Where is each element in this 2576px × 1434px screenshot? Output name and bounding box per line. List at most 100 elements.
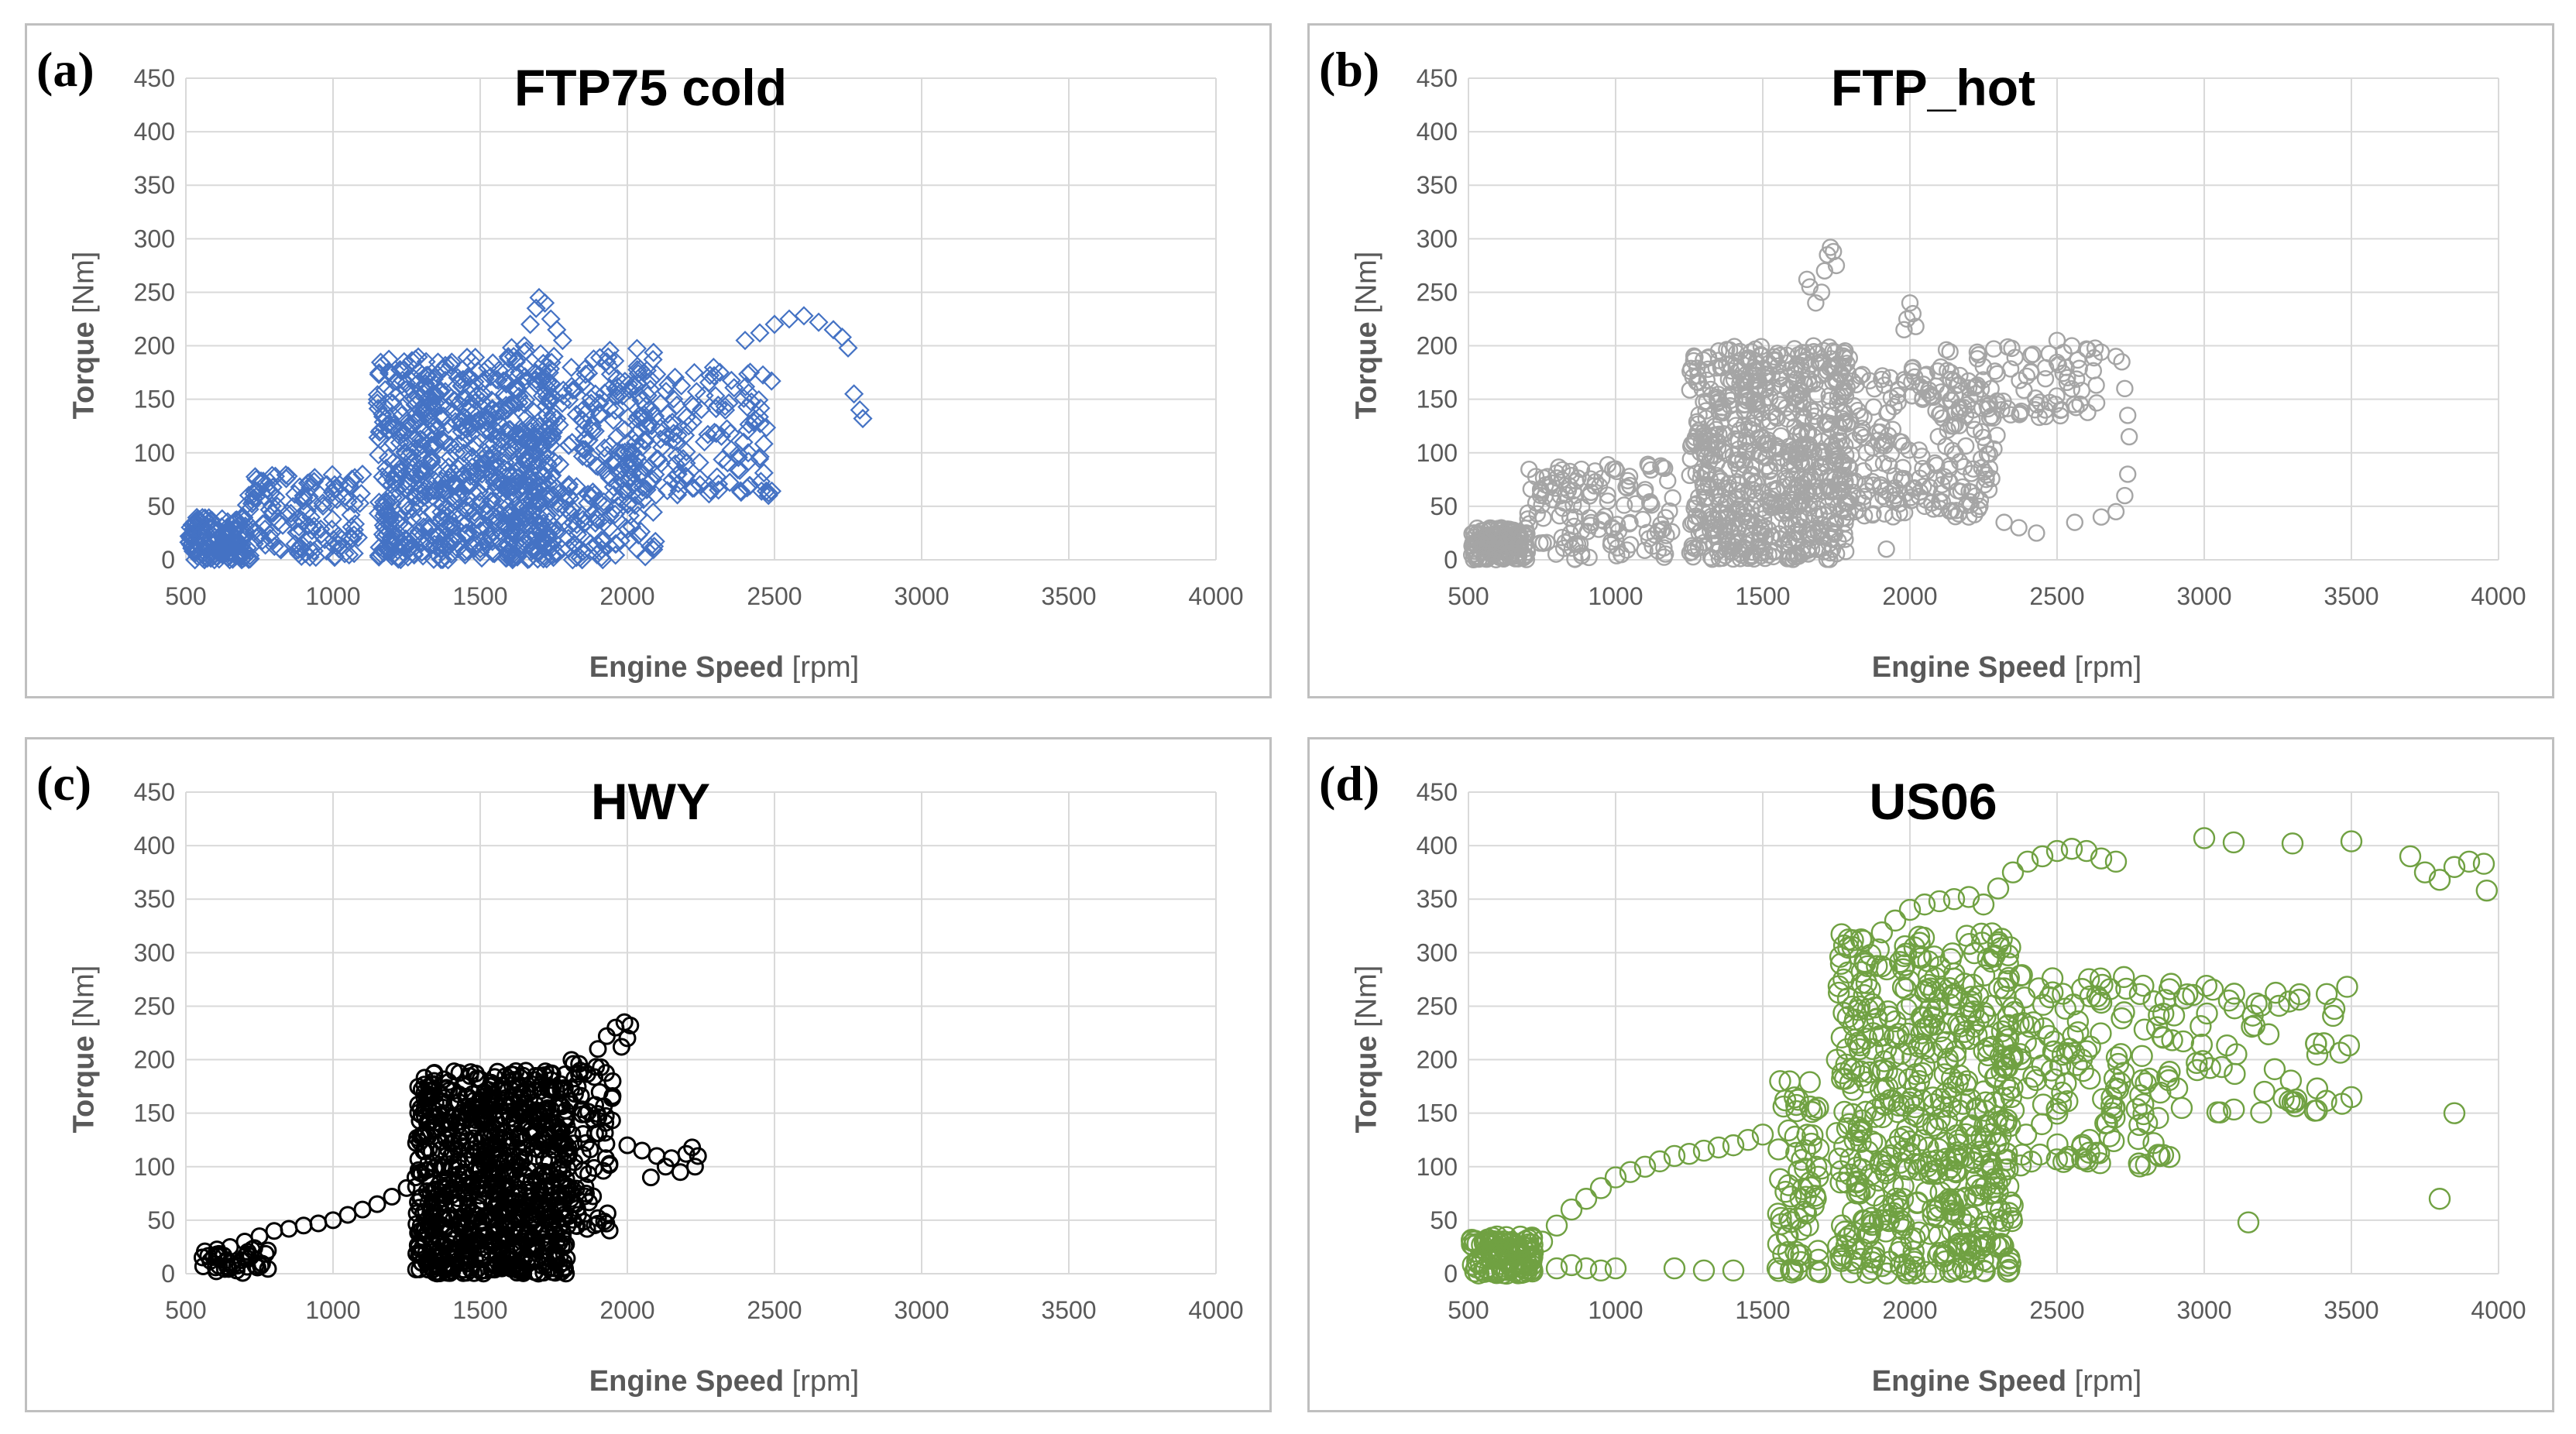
data-point [270,538,290,558]
data-point [709,362,730,383]
data-point [644,342,664,362]
data-point [524,465,544,485]
data-point [1941,472,1959,491]
data-point [1785,1100,1808,1123]
data-point [1829,475,1847,492]
y-axis-label-text: Torque [67,1035,101,1134]
data-point [503,485,523,505]
data-point [606,533,627,554]
data-point [368,399,388,419]
data-point [721,370,741,390]
data-point [490,475,510,495]
y-tick-label: 150 [1417,386,1458,413]
data-point [428,1192,446,1211]
x-tick-label: 4000 [2471,582,2526,610]
data-point [1774,1181,1797,1203]
data-point [1868,1209,1891,1231]
data-point [635,547,655,567]
data-point [509,499,529,519]
data-point [1497,1233,1520,1256]
scatter-series [1462,238,2138,568]
data-point [1708,467,1726,485]
data-point [1921,1041,1944,1064]
data-point [2054,364,2072,383]
data-point [192,508,212,528]
data-point [1963,465,1980,482]
data-point [1726,430,1744,448]
data-point [1925,1199,1949,1222]
data-point [406,464,426,484]
data-point [290,537,311,557]
data-point [1804,1099,1827,1121]
data-point [1846,472,1864,490]
y-tick-label: 350 [1417,171,1458,199]
data-point [1973,458,1990,477]
y-tick-label: 0 [161,1260,175,1288]
data-point [2032,1093,2055,1116]
data-point [2128,1113,2151,1137]
data-point [2002,1099,2025,1122]
data-point [1799,453,1817,472]
data-point [1902,1103,1925,1127]
x-tick-label: 1000 [1588,582,1643,610]
data-point [627,338,647,358]
data-point [2285,1088,2308,1111]
data-point [2045,1098,2068,1120]
data-point [1770,1213,1793,1236]
data-point [300,472,320,492]
data-point [509,386,529,407]
data-point [447,505,467,525]
data-point [1903,386,1922,405]
data-point [607,442,627,462]
data-point [517,407,537,427]
data-point [273,515,293,535]
x-axis-label: Engine Speed [rpm] [589,1365,859,1398]
data-point [1993,401,2011,419]
data-point [2022,1065,2045,1088]
data-point [853,408,873,429]
data-point [2056,1041,2078,1065]
data-point [1971,497,1989,516]
data-point [547,320,567,340]
data-point [382,364,403,384]
data-point [421,1103,440,1122]
data-point [613,386,633,406]
data-point [2028,524,2045,542]
x-axis-unit: [rpm] [792,1365,860,1398]
data-point [617,520,637,540]
data-point [422,370,442,390]
data-point [186,530,206,551]
data-point [542,1071,561,1089]
data-point [733,432,754,452]
data-point [1578,523,1596,540]
data-point [1861,993,1884,1015]
data-point [595,1212,613,1230]
data-point [493,1081,512,1100]
data-point [404,528,424,548]
y-tick-label: 50 [147,1206,175,1234]
data-point [721,440,741,460]
data-point [1780,1258,1802,1281]
data-point [503,547,524,568]
data-point [1474,540,1492,557]
data-point [1839,494,1857,512]
data-point [388,421,409,442]
data-point [464,1233,483,1251]
panel-label: (a) [36,42,94,97]
data-point [1828,1148,1850,1170]
data-point [2263,1058,2286,1081]
data-point [1512,1253,1534,1276]
data-point [1941,983,1964,1007]
data-point [532,370,552,390]
data-point [1829,395,1846,413]
data-point [599,356,619,376]
data-point [313,496,333,516]
data-point [1479,530,1498,548]
data-point [761,371,781,391]
data-point [455,430,476,450]
data-point [1737,389,1756,407]
scatter-series [179,287,873,570]
data-point [1761,461,1779,479]
data-point [353,1200,372,1219]
data-point [1874,455,1893,472]
